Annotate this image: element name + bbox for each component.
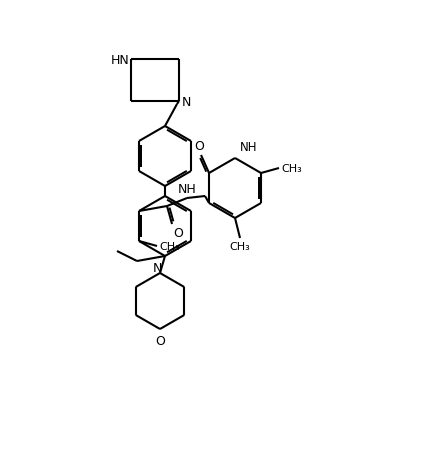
Text: N: N [153,262,162,274]
Text: N: N [182,95,191,108]
Text: O: O [155,334,165,347]
Text: CH₃: CH₃ [281,164,302,174]
Text: O: O [173,226,183,239]
Text: O: O [194,140,204,152]
Text: CH₃: CH₃ [230,241,251,252]
Text: HN: HN [110,53,129,66]
Text: CH₃: CH₃ [159,241,180,252]
Text: NH: NH [178,183,196,196]
Text: NH: NH [240,141,257,154]
